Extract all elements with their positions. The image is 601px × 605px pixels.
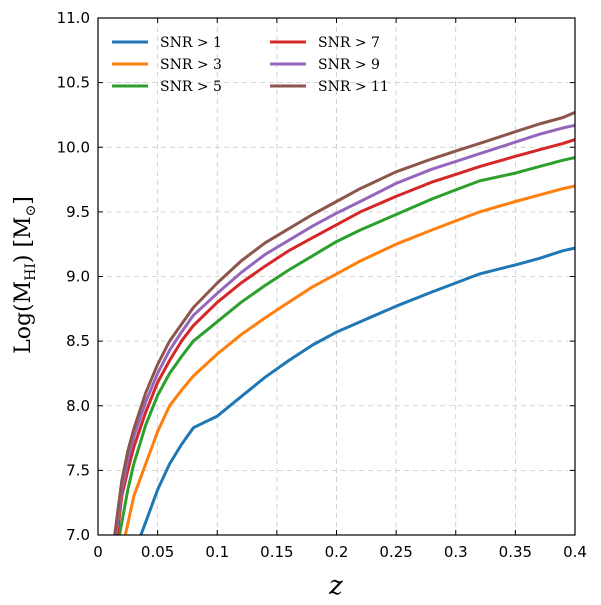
y-tick-label: 9.5 [66,203,90,221]
y-axis-label-subscript: HI [23,263,39,281]
x-tick-label: 0.3 [444,543,468,561]
series-line-snr-7 [115,138,575,535]
legend-label-snr-11: SNR > 11 [318,79,389,95]
x-tick-label: 0.25 [379,543,412,561]
x-tick-label: 0 [93,543,103,561]
y-axis-label-main: Log(M [11,281,36,354]
y-tick-label: 8.5 [66,332,90,350]
y-axis-label-end: ] [11,196,36,205]
x-tick-label: 0.1 [205,543,229,561]
y-tick-label: 8.0 [66,397,90,415]
x-axis-label: z [328,571,343,601]
x-tick-label: 0.2 [325,543,349,561]
series-lines [113,111,575,535]
x-tick-label: 0.15 [260,543,293,561]
x-tick-label: 0.4 [563,543,587,561]
series-line-snr-5 [118,156,575,535]
y-tick-label: 7.0 [66,526,90,544]
x-tick-label: 0.05 [141,543,174,561]
legend-label-snr-3: SNR > 3 [160,57,222,73]
y-tick-label: 10.0 [57,138,90,156]
y-axis-label-tail: ) [M [11,216,36,263]
y-tick-label: 11.0 [57,9,90,27]
y-tick-label: 9.0 [66,268,90,286]
y-tick-label: 10.5 [57,74,90,92]
series-line-snr-3 [123,184,575,535]
series-line-snr-9 [114,123,575,535]
series-line-snr-1 [139,246,575,535]
legend-label-snr-7: SNR > 7 [318,35,380,51]
axis-ticks: 0 0.05 0.1 0.15 0.2 0.25 0.3 0.35 0.4 7.0 7.5 8.0 8.… [57,9,587,561]
y-axis-label-sun-symbol: ⊙ [23,205,39,217]
series-line-snr-11 [113,111,575,535]
legend-label-snr-9: SNR > 9 [318,57,380,73]
legend: SNR > 1 SNR > 3 SNR > 5 SNR > 7 SNR > 9 SNR >… [112,35,389,95]
legend-label-snr-1: SNR > 1 [160,35,222,51]
y-tick-label: 7.5 [66,461,90,479]
y-axis-label: Log(MHI) [M⊙] [11,196,39,354]
gridlines [97,17,576,536]
legend-label-snr-5: SNR > 5 [160,79,222,95]
x-tick-label: 0.35 [499,543,532,561]
